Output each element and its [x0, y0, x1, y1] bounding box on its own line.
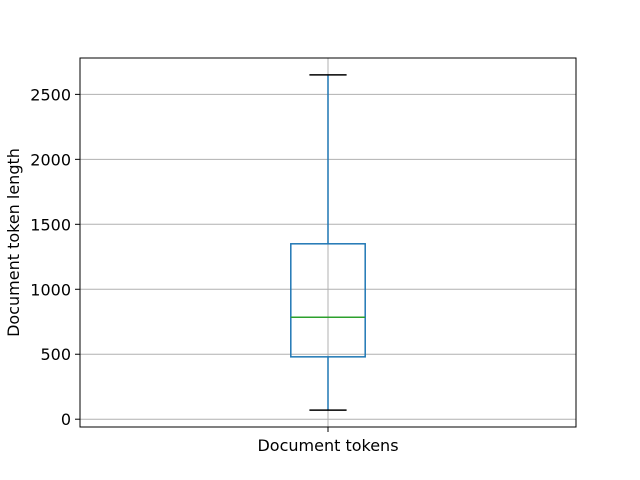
x-tick-label: Document tokens	[257, 436, 398, 455]
iqr-box	[290, 243, 366, 358]
y-axis-ticks: 0 500 1000 1500 2000 2500 Document tokens	[30, 85, 398, 455]
y-tick-label: 1000	[30, 280, 71, 299]
plot-frame	[79, 57, 577, 428]
y-axis-label: Document token length	[4, 148, 23, 337]
y-tick-label: 1500	[30, 215, 71, 234]
y-tick-label: 2000	[30, 150, 71, 169]
box-layer	[290, 74, 366, 411]
y-tick-label: 0	[61, 410, 71, 429]
y-tick-label: 500	[40, 345, 71, 364]
y-tick-label: 2500	[30, 85, 71, 104]
